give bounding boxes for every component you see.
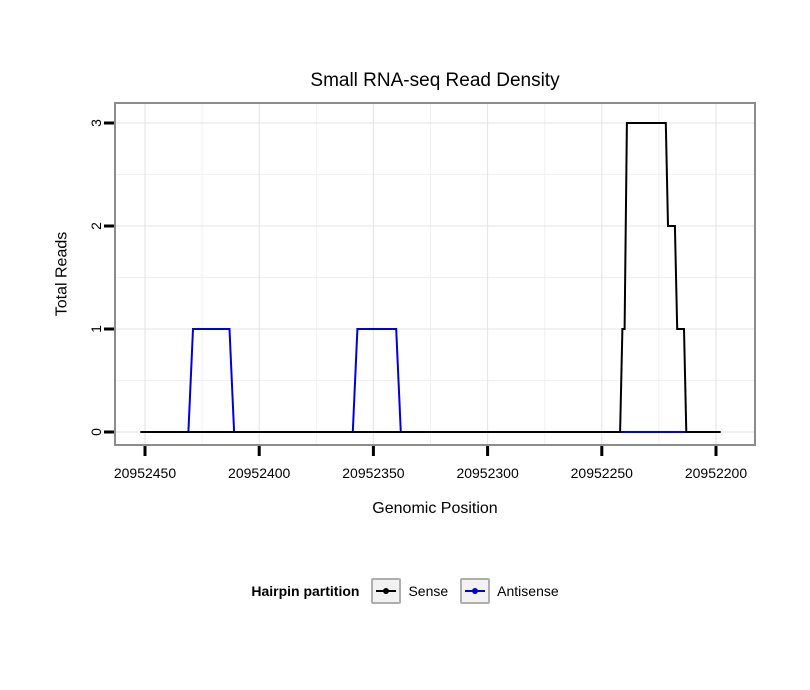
y-tick-label: 0: [88, 428, 104, 436]
y-axis-title-text: Total Reads: [53, 231, 70, 317]
x-tick-label: 20952250: [571, 465, 634, 481]
legend-entry-sense: Sense: [371, 578, 448, 604]
y-tick-label: 3: [88, 119, 104, 127]
sense-line-key-icon: [371, 578, 402, 604]
legend-label-antisense: Antisense: [497, 583, 559, 599]
series-line-sense: [140, 122, 721, 433]
legend-entry-antisense: Antisense: [460, 578, 559, 604]
x-tick-label: 20952350: [342, 465, 405, 481]
x-axis-title: Genomic Position: [372, 500, 498, 517]
x-tick-label: 20952300: [456, 465, 519, 481]
antisense-line-key-icon: [460, 578, 491, 604]
legend: Hairpin partition Sense Antisense: [0, 578, 810, 604]
legend-label-sense: Sense: [408, 583, 449, 599]
chart-title: Small RNA-seq Read Density: [310, 70, 560, 91]
y-tick-label: 1: [88, 325, 104, 333]
legend-title: Hairpin partition: [251, 583, 360, 599]
y-tick-label: 2: [88, 222, 104, 230]
panel-border: [114, 102, 756, 446]
x-tick-label: 20952200: [685, 465, 748, 481]
y-axis-title: Total Reads: [44, 103, 80, 445]
x-tick-label: 20952400: [228, 465, 291, 481]
x-tick-label: 20952450: [114, 465, 177, 481]
